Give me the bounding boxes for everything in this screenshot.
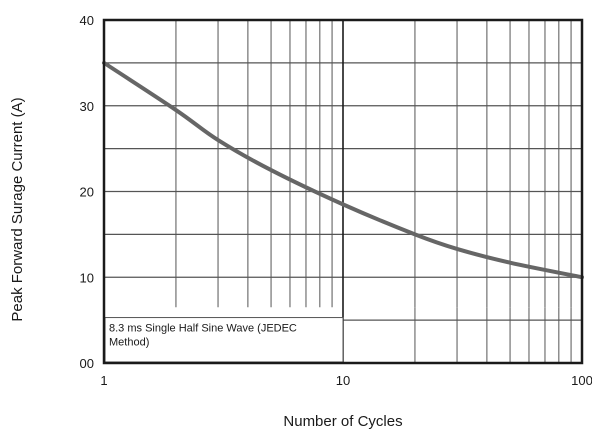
x-tick-label: 10 [336, 373, 350, 388]
tick-labels: 1 10 100 00 10 20 30 40 [80, 13, 592, 388]
y-tick-label: 40 [80, 13, 94, 28]
plot-frame [102, 18, 584, 365]
series-line-0 [102, 60, 584, 280]
y-axis-title: Peak Forward Surage Current (A) [9, 97, 26, 321]
y-tick-label: 20 [80, 185, 94, 200]
y-tick-label: 30 [80, 99, 94, 114]
series-layer [102, 60, 584, 280]
annotation-line-1: 8.3 ms Single Half Sine Wave (JEDEC [109, 323, 297, 335]
x-tick-label: 100 [571, 373, 592, 388]
x-tick-label: 1 [100, 373, 107, 388]
x-axis-title: Number of Cycles [283, 413, 402, 430]
annotation-box-bg [104, 317, 344, 363]
annotation-box: 8.3 ms Single Half Sine Wave (JEDEC Meth… [104, 317, 344, 363]
y-tick-label: 10 [80, 270, 94, 285]
annotation-line-2: Method) [109, 337, 149, 349]
grid [104, 20, 582, 363]
y-tick-label: 00 [80, 356, 94, 371]
